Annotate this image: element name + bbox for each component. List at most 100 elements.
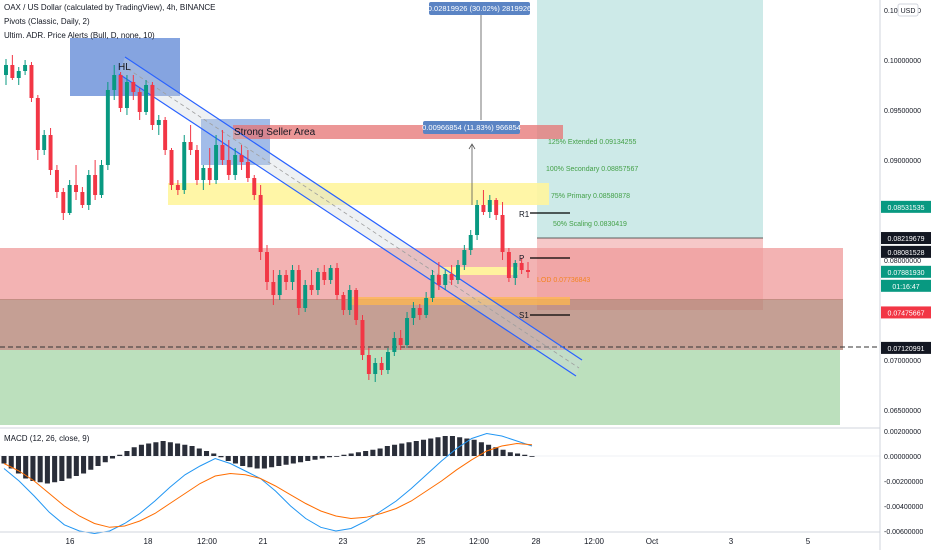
macd-hist-bar: [435, 437, 441, 456]
signal-line: [3, 442, 533, 528]
candle-body: [347, 290, 352, 310]
macd-hist-bar: [449, 436, 455, 456]
candle-body: [61, 192, 66, 213]
macd-hist-bar: [290, 456, 296, 464]
macd-hist-bar: [464, 438, 470, 456]
macd-hist-bar: [131, 447, 137, 456]
candle-body: [67, 185, 72, 213]
candle-body: [449, 274, 454, 280]
candle-body: [10, 65, 15, 78]
chart-title: OAX / US Dollar (calculated by TradingVi…: [4, 3, 216, 12]
macd-hist-bar: [312, 456, 318, 460]
candle-body: [195, 150, 199, 180]
macd-hist-bar: [109, 456, 116, 459]
sec-100-label: 100% Secondary 0.08857567: [546, 166, 638, 173]
candle-body: [366, 355, 371, 374]
candle-body: [23, 65, 28, 71]
time-tick-label: 12:00: [197, 537, 218, 546]
macd-hist-bar: [240, 456, 246, 466]
target-zone-green: [537, 0, 763, 238]
time-tick-label: 5: [806, 537, 811, 546]
macd-hist-bar: [363, 451, 369, 456]
price-tag: [881, 306, 931, 319]
candle-body: [112, 75, 117, 90]
indicator-adr[interactable]: Ultim. ADR. Price Alerts (Bull, D, none,…: [4, 31, 155, 40]
candle-body: [424, 298, 429, 315]
ext-125-label: 125% Extended 0.09134255: [548, 139, 636, 146]
macd-hist-bar: [384, 446, 390, 456]
macd-hist-bar: [160, 441, 166, 456]
macd-hist-bar: [420, 439, 427, 456]
candle-body: [233, 155, 238, 175]
macd-hist-bar: [377, 448, 383, 456]
candle-body: [124, 82, 129, 108]
macd-hist-bar: [15, 456, 21, 474]
candle-body: [150, 85, 155, 125]
candle-body: [405, 318, 410, 345]
macd-hist-bar: [95, 456, 101, 466]
candle-body: [239, 155, 244, 162]
candle-body: [481, 205, 486, 212]
price-tick-label: 0.07000000: [884, 358, 921, 365]
macd-tick-label: 0.00000000: [884, 454, 921, 461]
candle-body: [48, 135, 53, 170]
price-tick-label: 0.06500000: [884, 408, 921, 415]
candle-body: [29, 65, 34, 98]
hl-label: HL: [118, 62, 131, 73]
time-tick-label: 18: [144, 537, 153, 546]
macd-hist-bar: [30, 456, 36, 481]
macd-hist-bar: [334, 456, 340, 457]
candle-body: [430, 275, 435, 298]
candle-body: [309, 285, 314, 290]
price-tag: [881, 341, 931, 354]
price-tag-label: 0.08081528: [888, 250, 925, 257]
candle-body: [42, 135, 47, 150]
strong-seller-label: Strong Seller Area: [234, 127, 316, 138]
risk-zone-right: [537, 238, 763, 310]
macd-hist-bar: [529, 456, 535, 457]
price-tag-label: 01:16:47: [892, 284, 919, 291]
macd-hist-bar: [471, 439, 477, 456]
macd-legend[interactable]: MACD (12, 26, close, 9): [4, 434, 90, 443]
price-tag: [881, 279, 931, 292]
descending-channel: [118, 56, 583, 377]
macd-hist-bar: [196, 448, 202, 456]
price-tag-label: 0.08531535: [888, 205, 925, 212]
candle-body: [16, 71, 21, 78]
price-tag-label: 0.08219679: [888, 236, 925, 243]
candle-body: [163, 120, 168, 150]
macd-hist-bar: [117, 454, 123, 456]
macd-hist-bar: [442, 436, 448, 456]
macd-hist-bar: [218, 456, 224, 458]
price-tag-label: 0.07475667: [888, 310, 925, 317]
macd-ticks: 0.00200000 0.00000000 -0.00200000 -0.004000…: [884, 429, 923, 536]
yellow-zone: [168, 183, 549, 205]
time-ticks[interactable]: 16 18 12:00 21 23 25 12:00 28 12:00 Oct 3 5: [66, 537, 811, 546]
s1-label: S1: [519, 311, 529, 320]
candle-body: [526, 270, 530, 272]
candle-body: [214, 145, 219, 180]
price-tag-label: 0.07881930: [888, 270, 925, 277]
indicator-pivots[interactable]: Pivots (Classic, Daily, 2): [4, 17, 90, 26]
candle-body: [144, 85, 149, 112]
macd-hist-bar: [44, 456, 50, 484]
currency-badge[interactable]: [897, 3, 919, 17]
time-tick-label: 21: [259, 537, 268, 546]
price-tag: [881, 265, 931, 278]
candle-body: [392, 338, 397, 352]
candle-body: [156, 120, 161, 125]
price-tick-label: 0.08000000: [884, 258, 921, 265]
channel-upper-line: [124, 56, 583, 361]
candle-body: [188, 142, 193, 150]
macd-hist-bar: [52, 456, 58, 483]
macd-hist-bar: [283, 456, 289, 465]
macd-hist-bar: [189, 446, 195, 456]
arrow-head-icon: [468, 143, 476, 150]
macd-hist-bar: [305, 456, 311, 461]
candles-group: [4, 55, 530, 382]
macd-hist-bar: [81, 456, 87, 474]
candle-body: [443, 274, 448, 285]
candle-body: [118, 75, 123, 108]
macd-hist-bar: [247, 456, 253, 468]
